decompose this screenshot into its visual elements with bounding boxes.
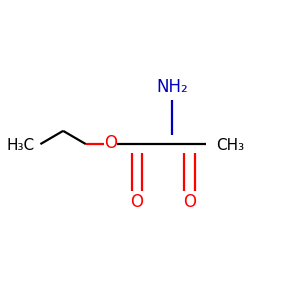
Text: H₃C: H₃C [7,138,35,153]
Text: O: O [130,193,143,211]
Text: O: O [104,134,117,152]
Text: NH₂: NH₂ [157,77,188,95]
Text: CH₃: CH₃ [216,138,244,153]
Text: O: O [183,193,196,211]
